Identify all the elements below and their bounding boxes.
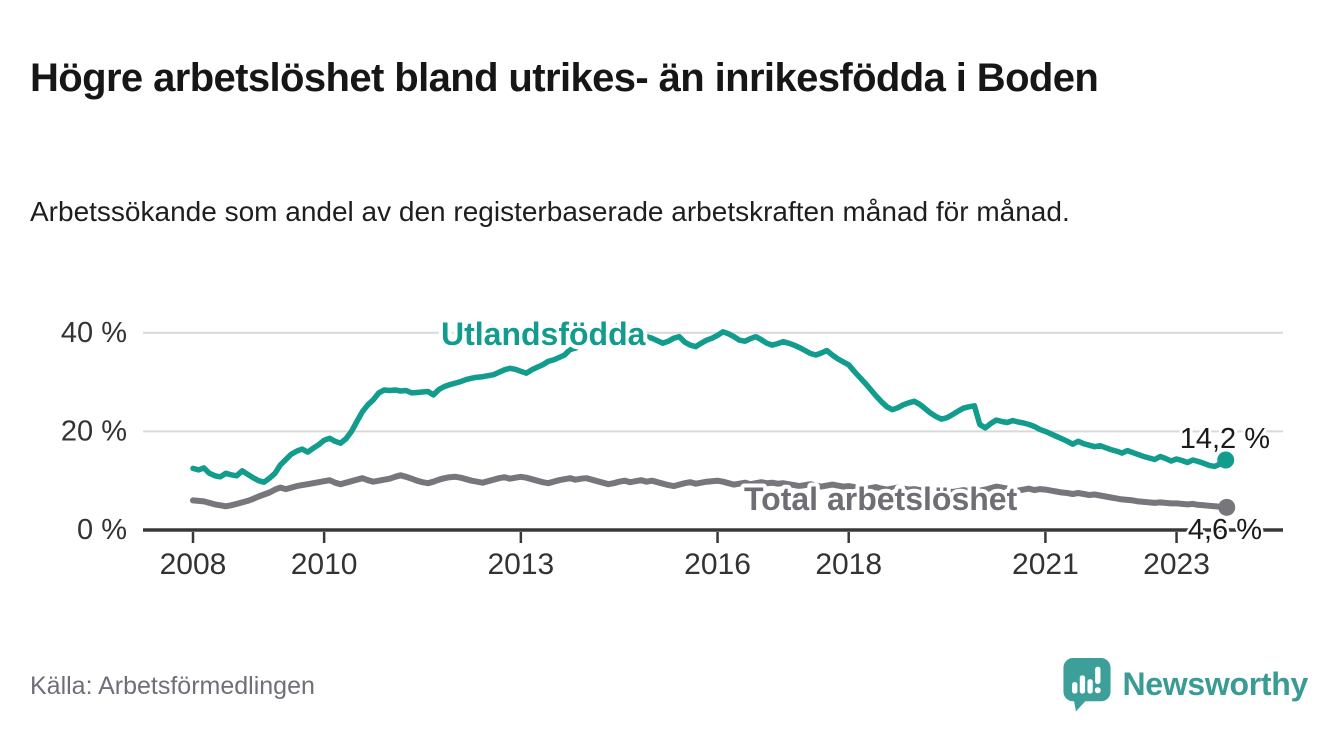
y-tick-label-0: 0 % — [77, 514, 127, 546]
x-tick-label-2008: 2008 — [160, 548, 227, 581]
total-arbetsloshet-end-value-label: 4,6 % — [1188, 514, 1262, 546]
x-tick-label-2010: 2010 — [291, 548, 358, 581]
source-note: Källa: Arbetsförmedlingen — [30, 672, 315, 700]
x-tick-label-2023: 2023 — [1143, 548, 1210, 581]
newsworthy-logo-icon — [1062, 658, 1111, 712]
y-tick-label-40: 40 % — [61, 317, 127, 349]
page-title: Högre arbetslöshet bland utrikes- än inr… — [30, 55, 1099, 100]
x-tick-label-2013: 2013 — [487, 548, 554, 581]
line-chart: 0 % 20 % 40 % 2008 2010 2013 2016 2018 2021 2023 U… — [0, 290, 1340, 610]
utlandsfodda-end-dot — [1217, 451, 1235, 469]
utlandsfodda-end-value-label: 14,2 % — [1180, 423, 1270, 455]
y-tick-label-20: 20 % — [61, 415, 127, 447]
x-tick-label-2016: 2016 — [684, 548, 751, 581]
x-tick-label-2021: 2021 — [1012, 548, 1079, 581]
chart-svg: 0 % 20 % 40 % 2008 2010 2013 2016 2018 2021 2023 U… — [61, 312, 1283, 581]
utlandsfodda-series-label: Utlandsfödda — [441, 316, 646, 352]
utlandsfodda-line — [190, 322, 1229, 485]
x-tick-label-2018: 2018 — [815, 548, 882, 581]
newsworthy-logo-text: Newsworthy — [1122, 665, 1309, 702]
total-arbetsloshet-series-label: Total arbetslöshet — [744, 481, 1018, 517]
page-subtitle: Arbetssökande som andel av den registerb… — [30, 196, 1070, 227]
newsworthy-logo: Newsworthy — [1062, 655, 1309, 713]
total-arbetsloshet-line — [190, 472, 1229, 511]
total-arbetsloshet-end-dot — [1218, 498, 1236, 516]
